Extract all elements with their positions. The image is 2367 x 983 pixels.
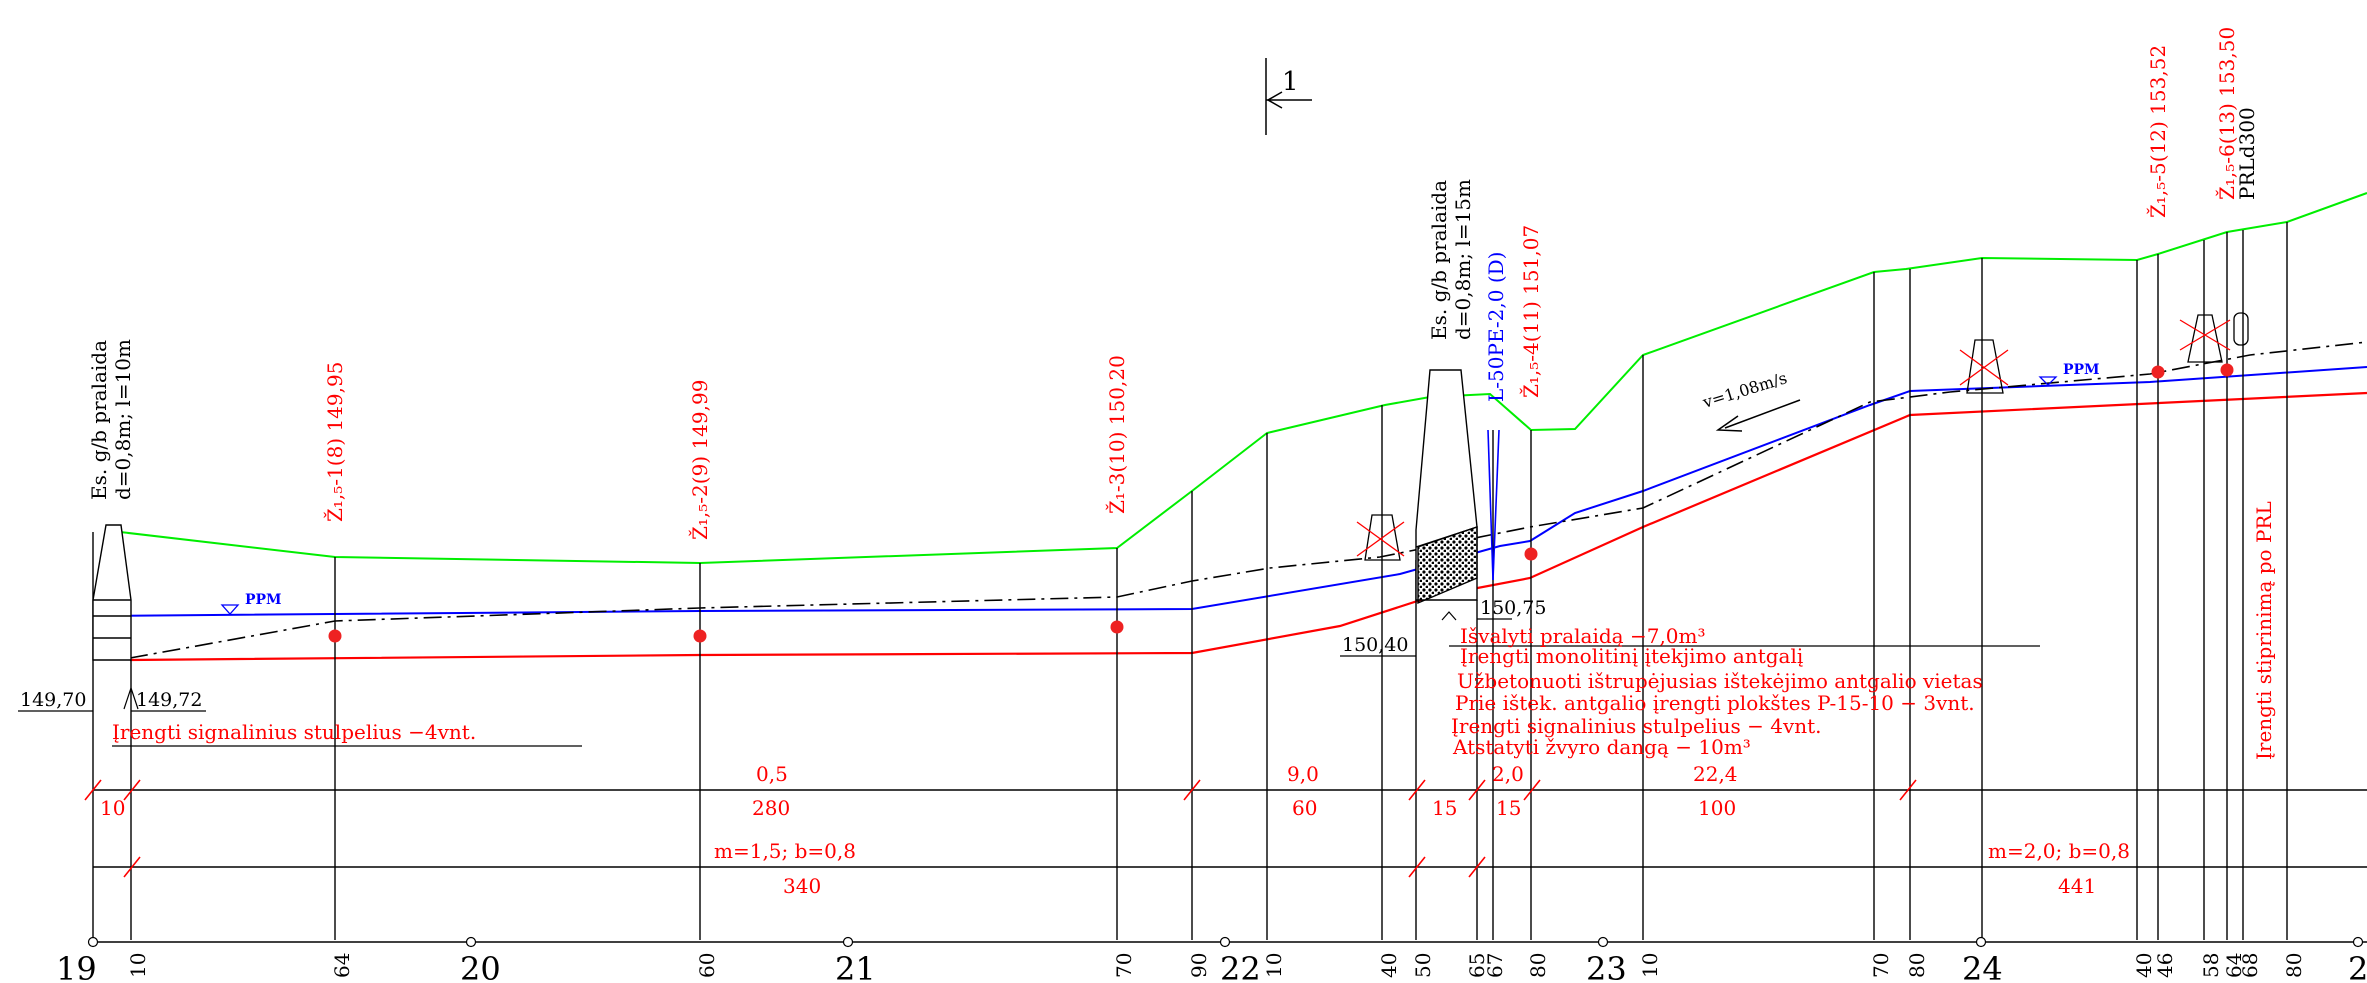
band-slope-value: 15 bbox=[1496, 796, 1521, 820]
water-level-line bbox=[94, 366, 2367, 617]
chainage-minor: 40 bbox=[1377, 953, 1401, 978]
existing-bottom-line bbox=[129, 341, 2367, 659]
note-middle-line: Atstatyti žvyro dangą − 10m³ bbox=[1452, 735, 1751, 759]
culvert-left-label-line2: d=0,8m; l=10m bbox=[111, 339, 135, 500]
outlet-label-1: Ž₁,₅-1(8) 149,95 bbox=[323, 362, 347, 522]
outlet-label-5: Ž₁,₅-5(12) 153,52 bbox=[2146, 45, 2170, 218]
chainage-major: 24 bbox=[1962, 950, 2003, 983]
culvert-left bbox=[92, 524, 132, 661]
band-slope-value: 10 bbox=[100, 796, 125, 820]
chainage-minor: 70 bbox=[1869, 953, 1893, 978]
outlet-label-2: Ž₁,₅-2(9) 149,99 bbox=[688, 380, 712, 540]
chainage-major: 23 bbox=[1586, 950, 1627, 983]
pipe-label: L-50PE-2,0 (D) bbox=[1484, 252, 1508, 402]
chainage-minor: 68 bbox=[2238, 953, 2262, 978]
elevation-label: 149,72 bbox=[136, 689, 202, 711]
chainage-major: 21 bbox=[835, 950, 876, 983]
outlet-label-6: Ž₁,₅-6(13) 153,50 bbox=[2215, 27, 2239, 200]
elevation-label: 150,40 bbox=[1342, 634, 1408, 656]
chainage-minor: 10 bbox=[126, 953, 150, 978]
velocity-label: v=1,08m/s bbox=[1700, 368, 1790, 412]
section-marker-number: 1 bbox=[1282, 67, 1299, 97]
removed-structure-marks bbox=[1356, 312, 2249, 561]
chainage-minor: 65 bbox=[1465, 953, 1489, 978]
band-slope-value: 22,4 bbox=[1693, 762, 1738, 786]
band-slope-value: 15 bbox=[1432, 796, 1457, 820]
ppm-label: PPM bbox=[2063, 362, 2100, 378]
chainage-major: 25 bbox=[2348, 950, 2367, 983]
chainage-major: 19 bbox=[56, 950, 97, 983]
chainage-minor: 67 bbox=[1483, 953, 1507, 978]
drain-pipe bbox=[1487, 429, 1500, 581]
ppm-water-mark-icon bbox=[220, 604, 240, 615]
outlet-label-4: Ž₁,₅-4(11) 151,07 bbox=[1519, 225, 1543, 398]
chainage-minor: 64 bbox=[330, 953, 354, 978]
chainage-minor: 50 bbox=[1411, 953, 1435, 978]
note-middle-line: Prie ištek. antgalio įrengti plokštes P-… bbox=[1455, 691, 1975, 715]
band-slope-value: 2,0 bbox=[1492, 762, 1524, 786]
chainage-minor: 90 bbox=[1187, 953, 1211, 978]
band-section-value: 441 bbox=[2058, 874, 2096, 898]
elevation-label: 149,70 bbox=[20, 689, 86, 711]
ground-surface-line bbox=[119, 192, 2367, 565]
section-marker bbox=[1265, 58, 1312, 135]
note-left: Įrengti signalinius stulpelius −4vnt. bbox=[112, 720, 476, 744]
chainage-minor: 58 bbox=[2199, 953, 2223, 978]
chainage-minor: 80 bbox=[1905, 953, 1929, 978]
note-middle-line: Išvalyti pralaidą −7,0m³ bbox=[1460, 624, 1706, 648]
note-middle-line: Įrengti signalinius stulpelius − 4vnt. bbox=[1451, 714, 1822, 738]
note-middle-line: Įrengti monolitinį įtekjimo antgalį bbox=[1460, 644, 1803, 668]
chainage-major: 22 bbox=[1220, 950, 1261, 983]
chainage-minor: 70 bbox=[1112, 953, 1136, 978]
chainage-minor: 60 bbox=[695, 953, 719, 978]
culvert-middle-label-line2: d=0,8m; l=15m bbox=[1451, 179, 1475, 340]
chainage-minor: 10 bbox=[1638, 953, 1662, 978]
band-slope-value: 0,5 bbox=[756, 762, 788, 786]
band-slope-value: 9,0 bbox=[1287, 762, 1319, 786]
chainage-minor: 64 bbox=[2222, 953, 2246, 978]
ppm-water-mark-icon bbox=[2038, 376, 2058, 386]
culvert-right-label: PRLd300 bbox=[2235, 107, 2259, 200]
chainage-minor: 40 bbox=[2132, 953, 2156, 978]
band-slope-value: 280 bbox=[752, 796, 790, 820]
band-section-value: m=1,5; b=0,8 bbox=[714, 839, 856, 863]
band-slope-value: 60 bbox=[1292, 796, 1317, 820]
elevation-label: 150,75 bbox=[1480, 597, 1546, 619]
chainage-minor: 80 bbox=[1526, 953, 1550, 978]
chainage-minor: 80 bbox=[2282, 953, 2306, 978]
note-middle-line: Užbetonuoti ištrupėjusias ištekėjimo ant… bbox=[1457, 669, 1983, 693]
band-section-value: m=2,0; b=0,8 bbox=[1988, 839, 2130, 863]
band-section-value: 340 bbox=[783, 874, 821, 898]
chainage-minor: 46 bbox=[2153, 953, 2177, 978]
chainage-minor: 10 bbox=[1262, 953, 1286, 978]
outlet-points bbox=[328, 363, 2234, 643]
outlet-label-3: Ž₁-3(10) 150,20 bbox=[1105, 355, 1129, 514]
culvert-middle-label-line1: Es. g/b pralaida bbox=[1427, 180, 1451, 340]
note-right-vertical: Įrengti stiprinimą po PRL bbox=[2252, 501, 2276, 760]
culvert-left-label-line1: Es. g/b pralaida bbox=[87, 340, 111, 500]
flow-direction-arrow bbox=[1715, 399, 1801, 432]
band-slope-value: 100 bbox=[1698, 796, 1736, 820]
culvert-middle bbox=[1415, 369, 1478, 605]
chainage-major: 20 bbox=[460, 950, 501, 983]
design-bottom-line bbox=[129, 391, 2367, 662]
ppm-label: PPM bbox=[245, 592, 282, 608]
